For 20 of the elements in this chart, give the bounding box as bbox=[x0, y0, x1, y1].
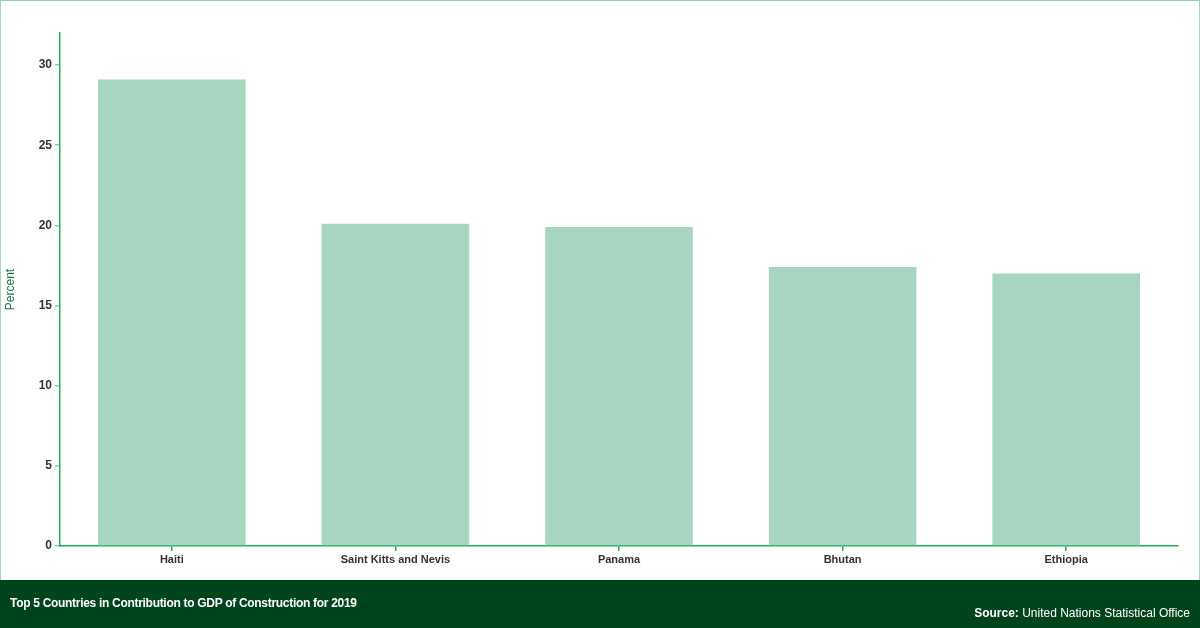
text: Top 5 Countries in Contribution to GDP of Construction for 2019 bbox=[10, 596, 357, 610]
y-tick-label: 20 bbox=[38, 217, 53, 232]
bar bbox=[768, 267, 917, 546]
x-tick-label: Bhutan bbox=[823, 552, 862, 565]
y-tick-label: 0 bbox=[45, 538, 53, 553]
bar bbox=[321, 223, 470, 546]
y-tick-label: 15 bbox=[38, 297, 53, 312]
y-tick-label: 10 bbox=[38, 378, 53, 392]
x-tick-label: Haiti bbox=[159, 552, 184, 565]
y-tick-label: 5 bbox=[45, 458, 53, 473]
source-note: Source: United Nations Statistical Office bbox=[974, 606, 1190, 620]
bar bbox=[98, 79, 246, 546]
bar bbox=[992, 273, 1140, 546]
y-axis-title: Percent bbox=[2, 268, 17, 311]
x-tick-label: Panama bbox=[597, 552, 641, 565]
y-tick-label: 30 bbox=[38, 57, 53, 72]
x-tick-label: Saint Kitts and Nevis bbox=[340, 552, 451, 565]
y-tick-label: 25 bbox=[38, 137, 53, 152]
bar bbox=[545, 226, 693, 546]
x-tick-label: Ethiopia bbox=[1044, 552, 1089, 565]
